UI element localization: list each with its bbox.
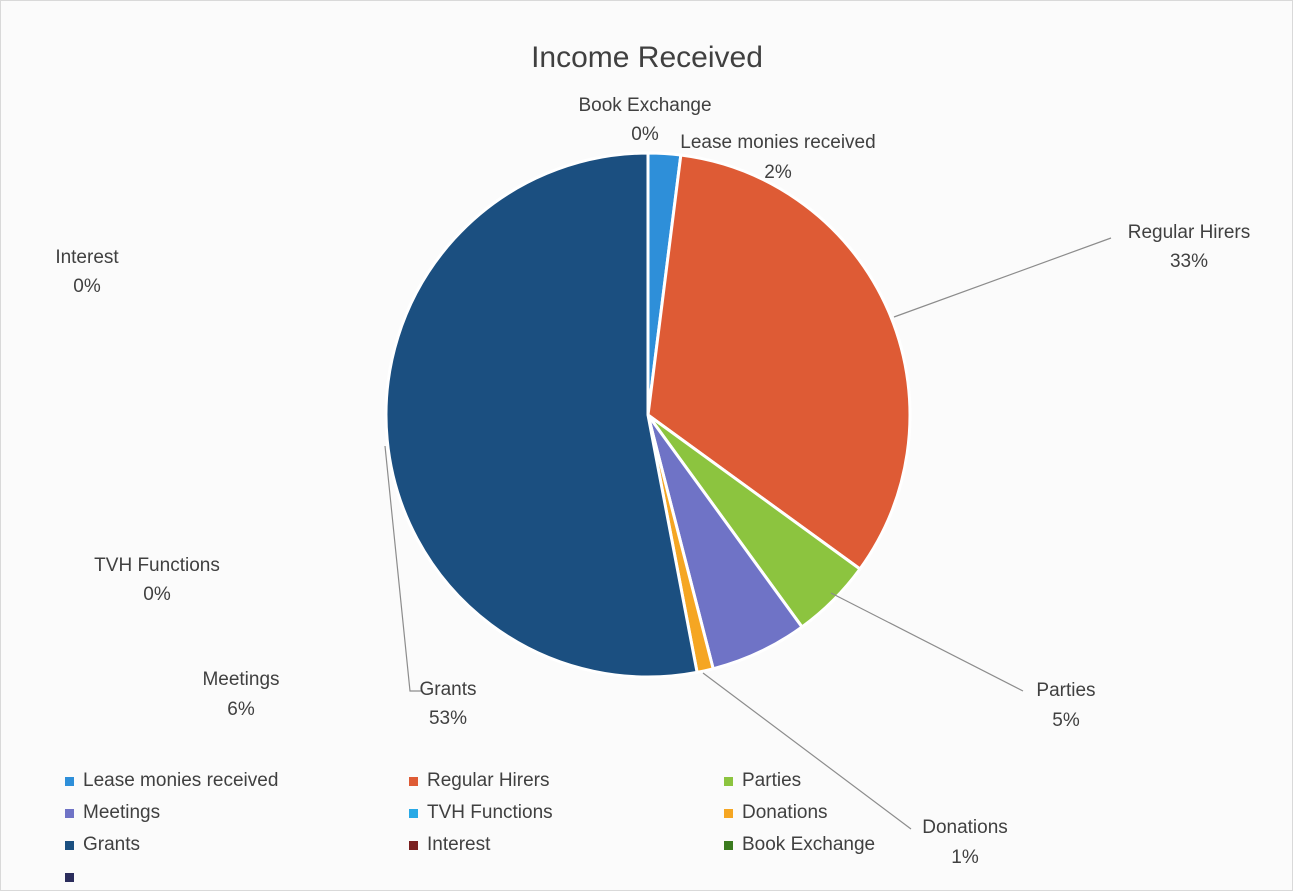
leader-line-regular-hirers [893,237,1112,318]
legend-swatch-regular-hirers [409,777,418,786]
legend-swatch-tvh-functions [409,809,418,818]
legend-swatch-donations [724,809,733,818]
leader-line-donations [702,672,912,830]
legend-label-interest: Interest [427,834,491,855]
legend-item-regular-hirers: Regular Hirers [409,770,549,791]
legend-label-meetings: Meetings [83,802,160,823]
data-label-name-grants: Grants [419,679,476,700]
data-label-value-tvh-functions: 0% [143,584,171,605]
legend-item-lease-monies-received: Lease monies received [65,770,278,791]
chart-title: Income Received [531,41,763,74]
leader-lines [384,237,1112,830]
data-label-value-book-exchange: 0% [631,124,659,145]
legend-label-grants: Grants [83,834,140,855]
data-label-name-book-exchange: Book Exchange [578,95,711,116]
leader-line-grants [384,445,421,692]
pie-slice-regular-hirers [646,153,912,572]
data-labels: Lease monies received 2% Regular Hirers 33%… [55,95,1250,868]
data-label-value-donations: 1% [951,847,979,868]
data-label-name-donations: Donations [922,817,1008,838]
data-label-name-interest: Interest [55,247,119,268]
data-label-name-regular-hirers: Regular Hirers [1128,222,1250,243]
pie-slices [384,151,912,679]
data-label-value-interest: 0% [73,276,101,297]
data-label-name-parties: Parties [1036,680,1095,701]
legend-swatch-interest [409,841,418,850]
legend-label-lease-monies-received: Lease monies received [83,770,278,791]
data-label-name-lease-monies-received: Lease monies received [680,132,875,153]
legend-swatch-grants [65,841,74,850]
leader-line-parties [830,592,1024,692]
data-label-value-grants: 53% [429,708,467,729]
legend-item-book-exchange: Book Exchange [724,834,875,855]
data-label-value-meetings: 6% [227,699,255,720]
data-label-name-meetings: Meetings [202,669,279,690]
legend-item-grants: Grants [65,834,140,855]
legend-swatch-parties [724,777,733,786]
legend-swatch-blank [65,873,74,882]
legend: Lease monies received Regular Hirers Parti… [65,770,875,882]
data-label-value-lease-monies-received: 2% [764,162,792,183]
legend-item-meetings: Meetings [65,802,160,823]
legend-item-donations: Donations [724,802,828,823]
legend-label-donations: Donations [742,802,828,823]
legend-swatch-book-exchange [724,841,733,850]
pie-slice-grants [384,151,699,679]
legend-item-parties: Parties [724,770,801,791]
legend-item-blank [65,873,74,882]
legend-label-regular-hirers: Regular Hirers [427,770,549,791]
legend-label-parties: Parties [742,770,801,791]
legend-label-tvh-functions: TVH Functions [427,802,553,823]
data-label-value-regular-hirers: 33% [1170,251,1208,272]
legend-swatch-lease-monies-received [65,777,74,786]
legend-item-interest: Interest [409,834,491,855]
legend-label-book-exchange: Book Exchange [742,834,875,855]
legend-item-tvh-functions: TVH Functions [409,802,553,823]
legend-swatch-meetings [65,809,74,818]
data-label-value-parties: 5% [1052,710,1080,731]
data-label-name-tvh-functions: TVH Functions [94,555,220,576]
